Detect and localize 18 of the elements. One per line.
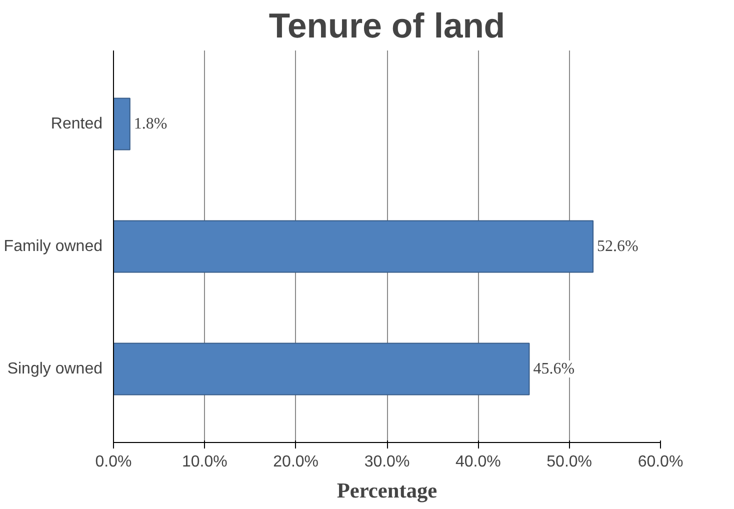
chart-title: Tenure of land bbox=[268, 8, 506, 46]
y-tick-label: Singly owned bbox=[7, 360, 102, 378]
x-axis-title: Percentage bbox=[336, 478, 438, 502]
x-tick-label: 60.0% bbox=[638, 454, 684, 470]
data-label: 45.6% bbox=[533, 360, 575, 378]
bar bbox=[114, 98, 130, 150]
y-tick-label: Rented bbox=[50, 116, 102, 132]
x-tick-label: 10.0% bbox=[182, 454, 228, 470]
y-tick-label: Family owned bbox=[4, 238, 102, 255]
bar bbox=[114, 220, 594, 273]
x-tick-label: 20.0% bbox=[273, 454, 319, 470]
bar bbox=[114, 342, 530, 396]
x-tick-label: 0.0% bbox=[95, 454, 132, 470]
x-tick-label: 50.0% bbox=[546, 454, 592, 470]
data-label: 1.8% bbox=[134, 116, 168, 132]
x-tick-label: 30.0% bbox=[364, 454, 410, 470]
x-tick-label: 40.0% bbox=[455, 454, 501, 470]
data-label: 52.6% bbox=[597, 238, 638, 255]
